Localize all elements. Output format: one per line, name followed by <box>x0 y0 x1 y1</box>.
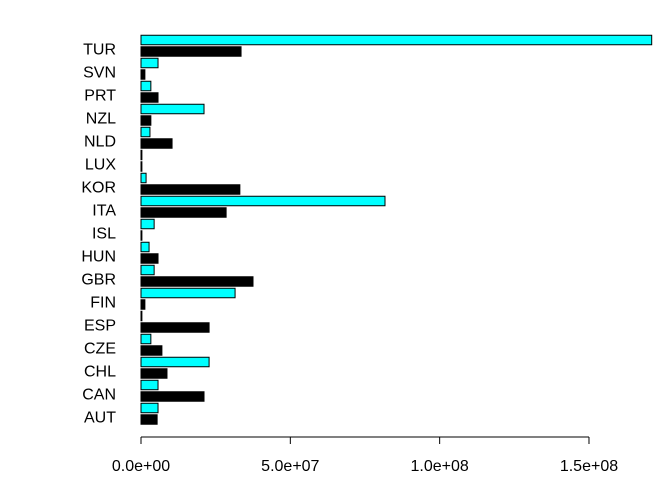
bar <box>140 172 147 184</box>
category-label: CZE <box>84 341 116 358</box>
bar <box>140 184 241 195</box>
bar <box>140 391 205 402</box>
category-label: CHL <box>84 364 116 381</box>
bar <box>140 161 143 172</box>
category-label: ISL <box>92 226 116 243</box>
bar <box>140 69 146 80</box>
category-label: FIN <box>90 295 116 312</box>
category-label: HUN <box>81 249 116 266</box>
bar <box>140 195 386 207</box>
category-label: PRT <box>84 88 116 105</box>
bar <box>140 241 150 253</box>
category-label: AUT <box>84 410 116 427</box>
bar <box>140 402 159 414</box>
bar <box>140 345 163 356</box>
bar <box>140 46 242 57</box>
category-label: SVN <box>83 65 116 82</box>
category-label: LUX <box>85 157 116 174</box>
x-tick-label: 1.5e+08 <box>560 458 618 475</box>
bar <box>140 322 210 333</box>
bar <box>140 218 155 230</box>
bar <box>140 92 159 103</box>
bar <box>140 138 173 149</box>
bar <box>140 379 159 391</box>
category-label: CAN <box>82 387 116 404</box>
category-label: TUR <box>83 42 116 59</box>
bar <box>140 230 143 241</box>
category-label: ITA <box>92 203 116 220</box>
bar <box>140 253 159 264</box>
bar <box>140 34 653 46</box>
bar <box>140 126 151 138</box>
category-label: KOR <box>81 180 116 197</box>
category-label: NZL <box>86 111 116 128</box>
category-label: NLD <box>84 134 116 151</box>
category-label: GBR <box>81 272 116 289</box>
bar <box>140 356 210 368</box>
bar <box>140 276 254 287</box>
category-label: ESP <box>84 318 116 335</box>
bar <box>140 115 152 126</box>
bar <box>140 368 168 379</box>
x-tick-label: 0.0e+00 <box>112 458 170 475</box>
bar <box>140 414 158 425</box>
bar <box>140 299 146 310</box>
x-tick-label: 1.0e+08 <box>411 458 469 475</box>
bar <box>140 310 143 322</box>
bar <box>140 287 236 299</box>
x-tick-label: 5.0e+07 <box>261 458 319 475</box>
bar <box>140 264 155 276</box>
bar <box>140 103 205 115</box>
bar <box>140 149 143 161</box>
bar <box>140 333 152 345</box>
bar <box>140 207 227 218</box>
bar <box>140 57 159 69</box>
bar <box>140 80 152 92</box>
